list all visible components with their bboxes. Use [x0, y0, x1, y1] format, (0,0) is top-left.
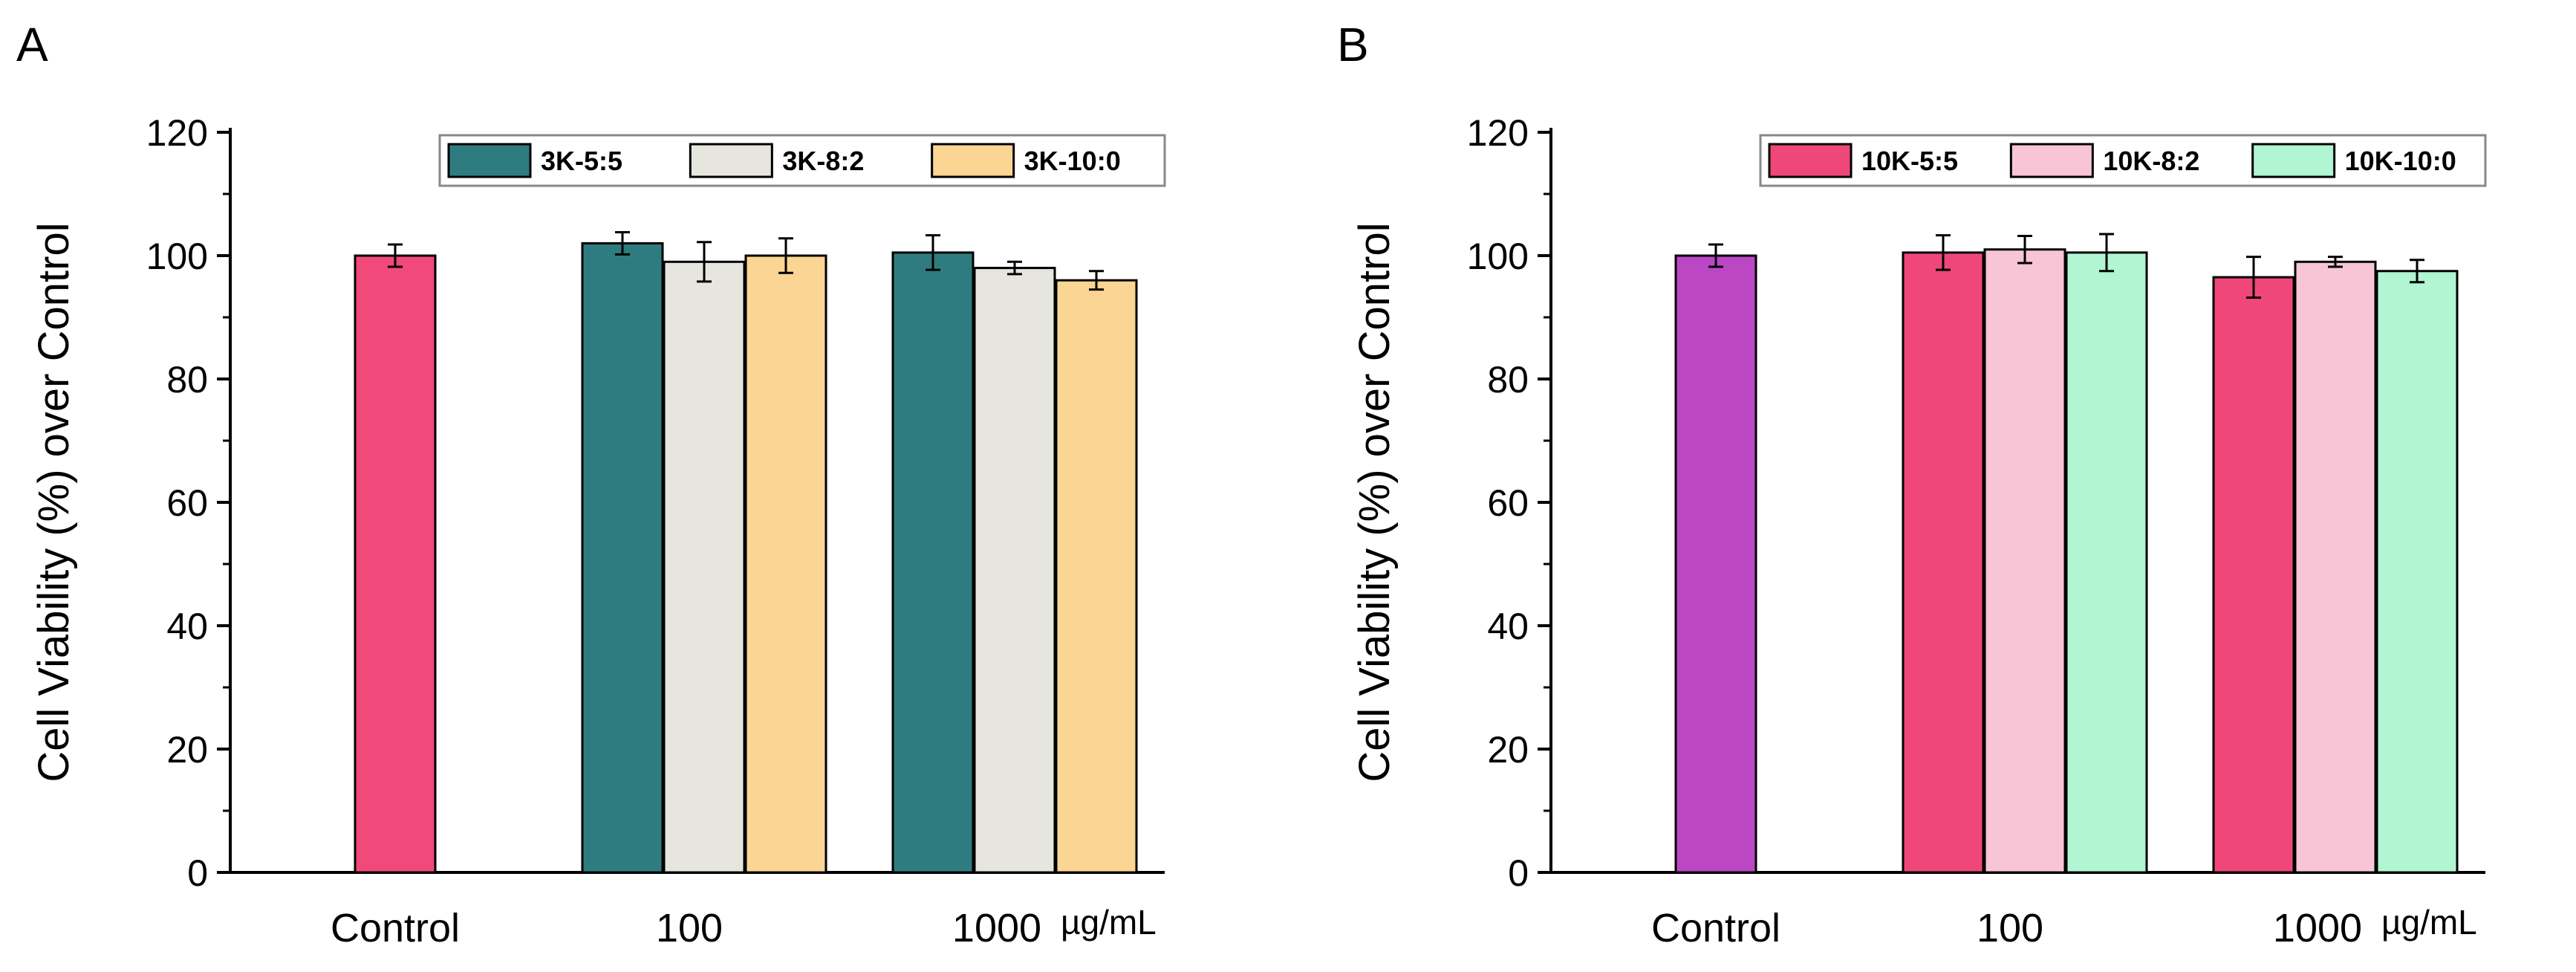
control-bar — [1674, 254, 1757, 874]
panel-B: B 0 20 40 60 80 100 120 Cell Viability (%) over … — [1337, 18, 2487, 950]
legend-swatch — [2251, 143, 2336, 178]
panel-label: B — [1337, 18, 1369, 71]
x-unit-label: µg/mL — [1061, 903, 1157, 942]
series-1-group-1-bar — [2294, 260, 2377, 874]
legend-box — [438, 134, 1166, 187]
legend-swatch — [1768, 143, 1853, 178]
x-unit-label: µg/mL — [2381, 903, 2477, 942]
series-1-group-0-bar — [1983, 248, 2066, 874]
legend-label: 10K-10:0 — [2345, 146, 2456, 176]
y-tick-label: 20 — [1487, 729, 1529, 771]
y-tick-label: 40 — [1487, 606, 1529, 647]
series-0-group-1-bar — [891, 251, 975, 874]
y-tick-label: 80 — [1487, 359, 1529, 401]
y-axis-label: Cell Viability (%) over Control — [1350, 222, 1399, 782]
y-tick-label: 20 — [166, 729, 208, 771]
x-tick-label: 100 — [1977, 906, 2043, 950]
y-tick-label: 120 — [1467, 112, 1529, 154]
series-2-group-1-bar — [2375, 270, 2459, 874]
legend: 10K-5:5 10K-8:2 10K-10:0 — [1759, 134, 2487, 187]
y-axis-label: Cell Viability (%) over Control — [30, 222, 78, 782]
legend: 3K-5:5 3K-8:2 3K-10:0 — [438, 134, 1166, 187]
y-tick-label: 0 — [1508, 852, 1529, 894]
series-1-group-0-bar — [663, 260, 746, 874]
y-tick-label: 100 — [1467, 236, 1529, 277]
series-0-group-1-bar — [2212, 276, 2295, 874]
legend-label: 3K-10:0 — [1024, 146, 1121, 176]
legend-label: 10K-8:2 — [2103, 146, 2199, 176]
legend-swatch — [931, 143, 1015, 178]
y-tick-label: 120 — [146, 112, 208, 154]
series-2-group-0-bar — [744, 254, 827, 874]
x-tick-label: 1000 — [952, 906, 1041, 950]
x-tick-label: 1000 — [2273, 906, 2362, 950]
series-0-group-0-bar — [581, 242, 664, 874]
legend-label: 3K-5:5 — [541, 146, 622, 176]
series-0-group-0-bar — [1902, 251, 1985, 874]
legend-label: 3K-8:2 — [782, 146, 864, 176]
legend-box — [1759, 134, 2487, 187]
legend-swatch — [689, 143, 773, 178]
legend-swatch — [447, 143, 532, 178]
control-bar — [354, 254, 437, 874]
y-tick-label: 60 — [166, 482, 208, 524]
y-tick-label: 40 — [166, 606, 208, 647]
legend-label: 10K-5:5 — [1861, 146, 1958, 176]
x-tick-label: Control — [1651, 906, 1780, 950]
y-tick-label: 60 — [1487, 482, 1529, 524]
y-tick-label: 100 — [146, 236, 208, 277]
y-tick-label: 0 — [187, 852, 208, 894]
x-tick-label: Control — [331, 906, 460, 950]
x-tick-label: 100 — [656, 906, 723, 950]
legend-swatch — [2009, 143, 2094, 178]
y-tick-label: 80 — [166, 359, 208, 401]
series-2-group-0-bar — [2065, 251, 2148, 874]
panel-A: A 0 20 40 60 80 100 120 Cell Viability (%) over … — [16, 18, 1166, 950]
series-2-group-1-bar — [1055, 279, 1138, 874]
panel-label: A — [16, 18, 48, 71]
series-1-group-1-bar — [973, 267, 1056, 874]
